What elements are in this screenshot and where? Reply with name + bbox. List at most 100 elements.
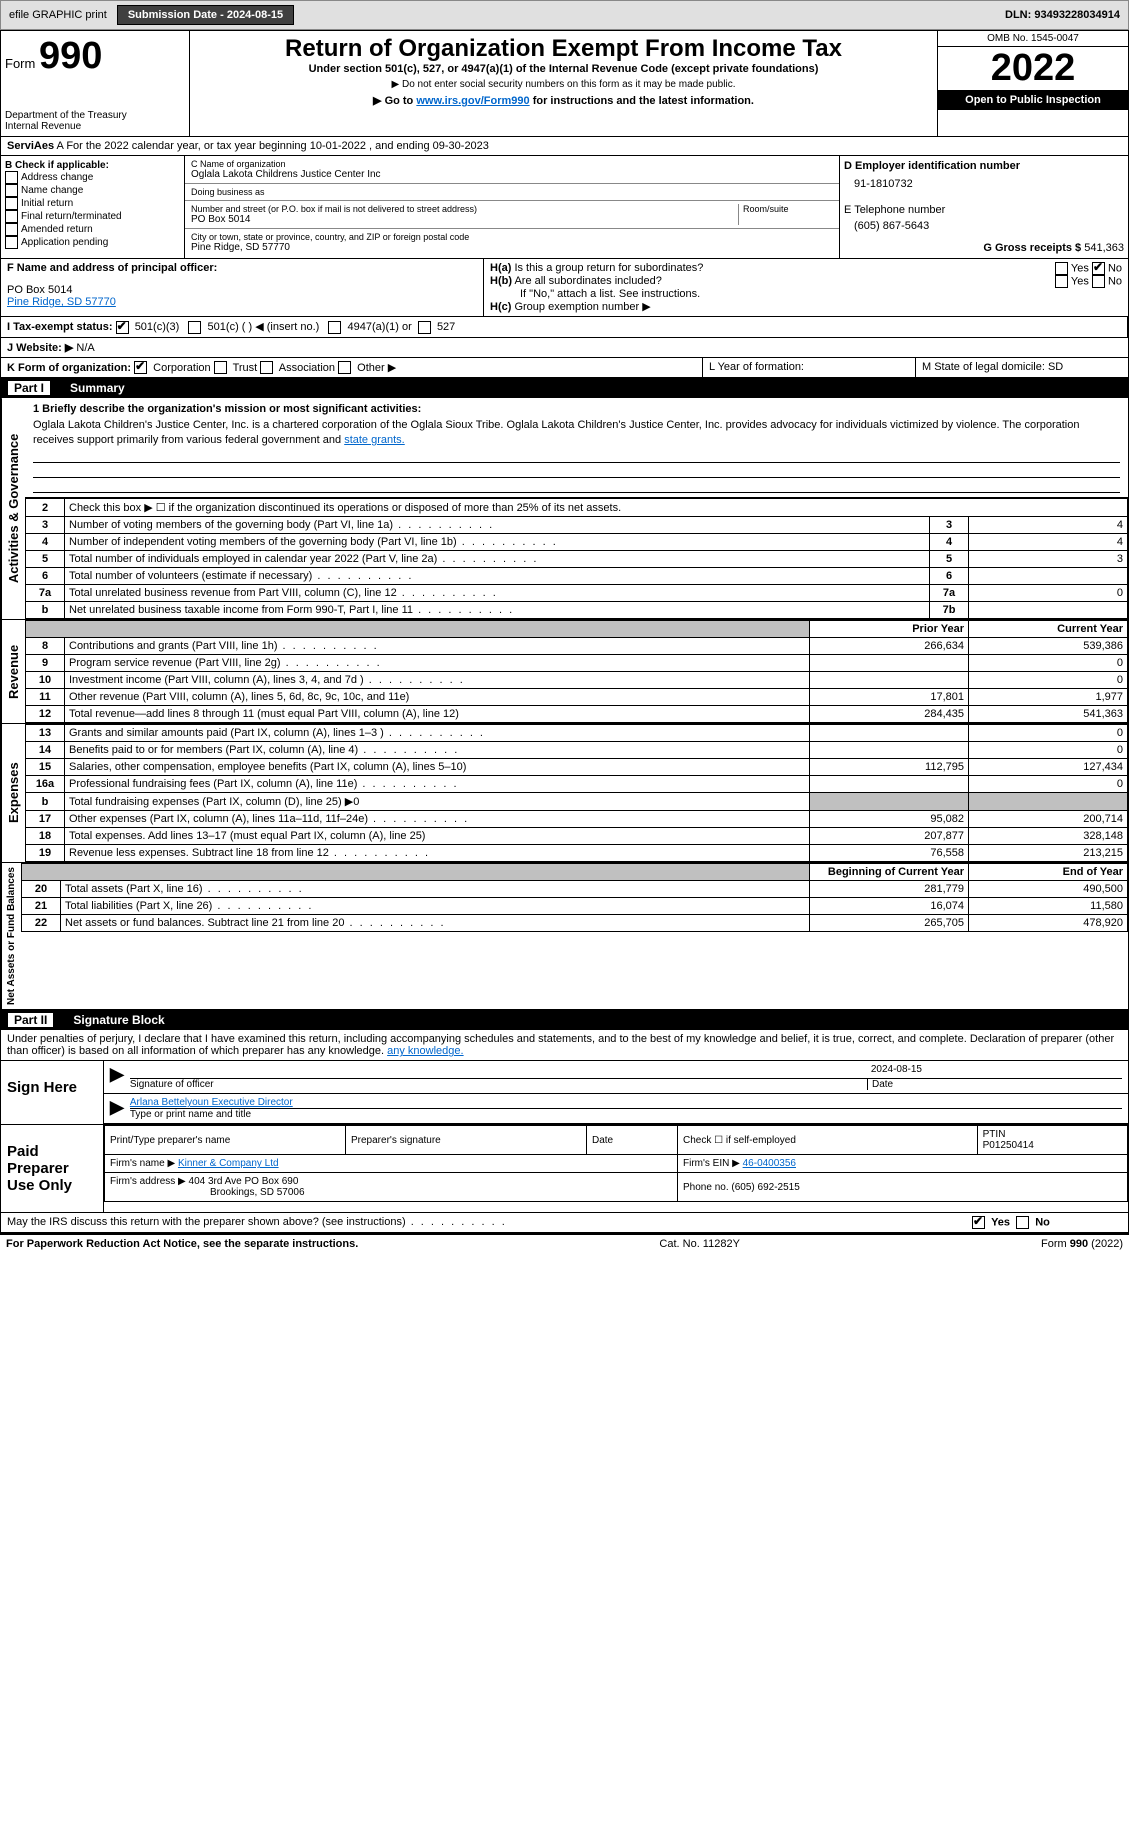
row-k: K Form of organization: Corporation Trus…: [1, 358, 703, 378]
gross-value: 541,363: [1084, 242, 1124, 254]
p11: 17,801: [810, 689, 969, 706]
submission-button[interactable]: Submission Date - 2024-08-15: [117, 5, 294, 25]
cb-label-initial: Initial return: [21, 198, 73, 209]
firm-name[interactable]: Kinner & Company Ltd: [178, 1158, 279, 1169]
cb-other[interactable]: [338, 361, 351, 374]
val-4: 4: [969, 534, 1128, 551]
cb-assoc[interactable]: [260, 361, 273, 374]
cb-527[interactable]: [418, 321, 431, 334]
cb-501c3[interactable]: [116, 321, 129, 334]
p15: 112,795: [810, 759, 969, 776]
hb-yes[interactable]: [1055, 275, 1068, 288]
j-value: N/A: [76, 342, 94, 354]
p14: [810, 742, 969, 759]
paid-prep-label: Paid Preparer Use Only: [1, 1125, 104, 1212]
part2-header: Part II Signature Block: [0, 1010, 1129, 1030]
cb-trust[interactable]: [214, 361, 227, 374]
sig-officer-label: Signature of officer: [130, 1078, 867, 1090]
firm-ein[interactable]: 46-0400356: [743, 1158, 796, 1169]
street-label: Number and street (or P.O. box if mail i…: [191, 204, 738, 214]
cb-4947[interactable]: [328, 321, 341, 334]
irs-label: Internal Revenue: [5, 121, 185, 132]
opt-501c3: 501(c)(3): [135, 321, 180, 333]
firm-addr1: 404 3rd Ave PO Box 690: [189, 1176, 299, 1187]
opt-527: 527: [437, 321, 455, 333]
i-label: I Tax-exempt status:: [7, 321, 113, 333]
line-9: Program service revenue (Part VIII, line…: [69, 657, 281, 669]
vlabel-governance: Activities & Governance: [1, 398, 25, 619]
phone-label: Phone no.: [683, 1182, 729, 1193]
vlabel-expenses: Expenses: [1, 724, 25, 862]
tel-label: E Telephone number: [844, 204, 1124, 216]
val-7a: 0: [969, 585, 1128, 602]
form-id-cell: Form 990 Department of the Treasury Inte…: [1, 31, 190, 136]
checkbox-pending[interactable]: [5, 236, 18, 249]
line-10: Investment income (Part VIII, column (A)…: [69, 674, 364, 686]
firm-name-label: Firm's name ▶: [110, 1158, 175, 1169]
firm-addr-label: Firm's address ▶: [110, 1176, 186, 1187]
subtitle-1: Under section 501(c), 527, or 4947(a)(1)…: [194, 63, 933, 75]
f-label: F Name and address of principal officer:: [7, 262, 217, 274]
row-l: L Year of formation:: [703, 358, 916, 378]
ha-no-label: No: [1108, 262, 1122, 274]
c15: 127,434: [969, 759, 1128, 776]
f-addr2[interactable]: Pine Ridge, SD 57770: [7, 296, 477, 308]
hb-note: If "No," attach a list. See instructions…: [490, 288, 1122, 300]
vlabel-net: Net Assets or Fund Balances: [1, 863, 21, 1009]
phone-value: (605) 692-2515: [731, 1182, 799, 1193]
line-14: Benefits paid to or for members (Part IX…: [69, 744, 358, 756]
ha-yes-label: Yes: [1071, 262, 1089, 274]
arrow-icon: ▶: [110, 1064, 130, 1090]
street-value: PO Box 5014: [191, 214, 738, 225]
j-label: J Website: ▶: [7, 342, 73, 354]
p10: [810, 672, 969, 689]
net-table: Beginning of Current YearEnd of Year 20T…: [21, 863, 1128, 932]
section-c: C Name of organization Oglala Lakota Chi…: [185, 156, 839, 258]
expenses-table: 13Grants and similar amounts paid (Part …: [25, 724, 1128, 862]
tel-value: (605) 867-5643: [854, 220, 1124, 232]
arrow-icon-2: ▶: [110, 1097, 130, 1120]
firm-addr2: Brookings, SD 57006: [210, 1187, 305, 1198]
prep-self: Check ☐ if self-employed: [678, 1126, 978, 1155]
checkbox-initial[interactable]: [5, 197, 18, 210]
cb-501c[interactable]: [188, 321, 201, 334]
section-f: F Name and address of principal officer:…: [1, 259, 484, 316]
discuss-yes[interactable]: [972, 1216, 985, 1229]
checkbox-address[interactable]: [5, 171, 18, 184]
line-20: Total assets (Part X, line 16): [65, 883, 203, 895]
discuss-no[interactable]: [1016, 1216, 1029, 1229]
hb-no[interactable]: [1092, 275, 1105, 288]
city-value: Pine Ridge, SD 57770: [191, 242, 833, 253]
p17: 95,082: [810, 811, 969, 828]
k-other: Other ▶: [357, 362, 396, 374]
val-3: 4: [969, 517, 1128, 534]
ha-no[interactable]: [1092, 262, 1105, 275]
checkbox-name[interactable]: [5, 184, 18, 197]
year-cell: OMB No. 1545-0047 2022 Open to Public In…: [937, 31, 1128, 136]
checkbox-amended[interactable]: [5, 223, 18, 236]
line-3: Number of voting members of the governin…: [69, 519, 393, 531]
c14: 0: [969, 742, 1128, 759]
ein-value: 91-1810732: [854, 178, 1124, 190]
line-7b: Net unrelated business taxable income fr…: [69, 604, 413, 616]
c13: 0: [969, 725, 1128, 742]
line-11: Other revenue (Part VIII, column (A), li…: [69, 691, 409, 703]
p16a: [810, 776, 969, 793]
officer-name[interactable]: Arlana Bettelyoun Executive Director: [130, 1097, 1122, 1108]
k-label: K Form of organization:: [7, 362, 131, 374]
c20: 490,500: [969, 881, 1128, 898]
opt-4947: 4947(a)(1) or: [348, 321, 412, 333]
p12: 284,435: [810, 706, 969, 723]
cb-corp[interactable]: [134, 361, 147, 374]
ein-label: D Employer identification number: [844, 160, 1020, 172]
checkbox-final[interactable]: [5, 210, 18, 223]
mission-text: Oglala Lakota Children's Justice Center,…: [33, 419, 1079, 446]
line-2: Check this box ▶ ☐ if the organization d…: [65, 499, 1128, 517]
ha-yes[interactable]: [1055, 262, 1068, 275]
gross-label: G Gross receipts $: [983, 242, 1081, 254]
room-label: Room/suite: [738, 204, 833, 225]
tax-year: 2022: [938, 47, 1128, 90]
c18: 328,148: [969, 828, 1128, 845]
hdr-current: Current Year: [969, 621, 1128, 638]
irs-link[interactable]: www.irs.gov/Form990: [416, 95, 529, 107]
